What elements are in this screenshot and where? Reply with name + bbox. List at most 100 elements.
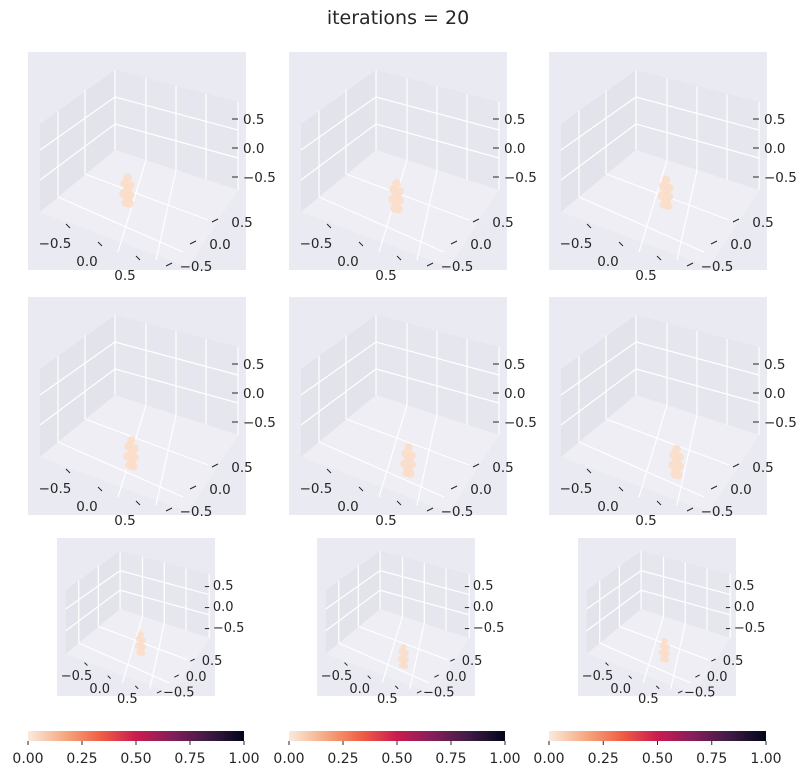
floor-pane <box>40 150 238 267</box>
y-tick-label: −0.5 <box>180 504 213 520</box>
y-tick-label: 0.0 <box>730 237 751 253</box>
grid-line <box>640 570 731 596</box>
scatter-point <box>406 469 415 478</box>
floor-pane <box>40 395 238 512</box>
grid-line <box>149 623 165 689</box>
subplot-3d-3: −0.50.00.5−0.50.00.50.50.0−0.5 <box>549 52 797 284</box>
colorbar-tick-label: 0.50 <box>381 751 412 767</box>
y-tick-mark <box>695 674 700 678</box>
left-pane <box>301 315 376 457</box>
x-tick-mark <box>134 685 139 690</box>
grid-line <box>65 570 121 610</box>
x-tick-mark <box>586 223 592 229</box>
y-tick-mark <box>472 463 480 468</box>
scatter-point <box>394 205 403 214</box>
subplot-3d-1: −0.50.00.5−0.50.00.50.50.0−0.5 <box>28 52 276 284</box>
z-tick-label: 0.0 <box>764 141 785 157</box>
x-tick-label: −0.5 <box>321 669 353 684</box>
y-tick-mark <box>450 658 455 662</box>
scatter-point <box>663 201 673 210</box>
grid-line <box>379 589 470 616</box>
subplot-3d-8: −0.50.00.5 −0.50.00.50.50.0−0.5 <box>317 538 504 707</box>
grid-line <box>640 589 731 616</box>
grid-line <box>155 169 177 261</box>
y-tick-label: −0.5 <box>441 504 474 520</box>
grid-line <box>121 616 144 684</box>
x-tick-label: 0.0 <box>610 682 631 697</box>
y-tick-mark <box>450 240 458 245</box>
z-tick-label: −0.5 <box>213 621 245 636</box>
y-tick-label: 0.0 <box>209 482 230 498</box>
y-tick-label: 0.5 <box>492 460 513 476</box>
x-tick-mark <box>586 468 592 474</box>
z-tick-label: 0.0 <box>504 386 525 402</box>
grid-line <box>635 96 760 131</box>
y-tick-label: 0.5 <box>202 654 223 669</box>
x-tick-label: −0.5 <box>300 236 333 252</box>
grid-line <box>114 96 239 131</box>
grid-line <box>300 341 377 396</box>
x-tick-label: 0.5 <box>114 268 135 284</box>
z-tick-label: −0.5 <box>764 170 797 186</box>
grid-line <box>379 570 470 596</box>
z-tick-label: −0.5 <box>734 621 766 636</box>
x-tick-mark <box>656 500 662 506</box>
colorbar-tick-label: 1.00 <box>750 751 781 767</box>
floor-pane <box>561 395 759 512</box>
y-tick-mark <box>416 690 422 694</box>
grid-line <box>114 123 239 159</box>
grid-line <box>338 642 430 684</box>
grid-line <box>378 404 408 498</box>
x-tick-mark <box>135 500 141 506</box>
floor-pane <box>586 609 731 694</box>
grid-line <box>78 642 170 684</box>
x-tick-label: 0.0 <box>337 499 358 515</box>
colorbar-tick-label: 0.00 <box>533 751 564 767</box>
y-tick-mark <box>710 240 718 245</box>
grid-line <box>345 173 470 221</box>
y-tick-label: 0.5 <box>492 215 513 231</box>
x-tick-mark <box>396 255 402 261</box>
x-tick-mark <box>618 486 624 492</box>
left-pane <box>40 70 115 212</box>
x-tick-mark <box>65 468 71 474</box>
x-tick-mark <box>97 241 103 247</box>
grid-line <box>605 418 730 466</box>
z-tick-label: 0.5 <box>764 357 785 373</box>
grid-line <box>586 589 642 632</box>
y-tick-mark <box>189 240 197 245</box>
y-tick-mark <box>189 485 197 490</box>
colorbar-bar <box>289 731 505 741</box>
grid-line <box>119 589 210 616</box>
x-tick-label: 0.5 <box>375 513 396 529</box>
z-tick-label: 0.5 <box>504 112 525 128</box>
left-pane <box>561 315 636 457</box>
grid-line <box>578 196 705 253</box>
grid-line <box>578 441 705 498</box>
y-tick-mark <box>732 218 740 223</box>
grid-line <box>635 368 760 404</box>
z-tick-label: 0.5 <box>504 357 525 373</box>
subplot-3d-4: −0.50.00.5−0.50.00.50.50.0−0.5 <box>28 297 276 529</box>
x-tick-mark <box>358 486 364 492</box>
x-tick-mark <box>358 241 364 247</box>
figure-title: iterations = 20 <box>326 7 470 29</box>
x-tick-label: 0.0 <box>337 254 358 270</box>
y-tick-mark <box>434 674 439 678</box>
x-tick-mark <box>656 255 662 261</box>
grid-line <box>416 169 438 261</box>
z-tick-label: 0.5 <box>243 112 264 128</box>
left-pane <box>561 70 636 212</box>
grid-line <box>560 341 637 396</box>
y-tick-mark <box>686 262 694 267</box>
x-tick-mark <box>65 223 71 229</box>
colorbar-tick-label: 0.75 <box>174 751 205 767</box>
colorbar-bar <box>28 731 244 741</box>
x-tick-mark <box>394 685 399 690</box>
x-tick-mark <box>326 468 332 474</box>
grid-line <box>635 123 760 159</box>
grid-line <box>300 368 377 426</box>
x-tick-label: 0.5 <box>114 513 135 529</box>
x-tick-label: 0.5 <box>635 513 656 529</box>
floor-pane <box>325 609 470 694</box>
